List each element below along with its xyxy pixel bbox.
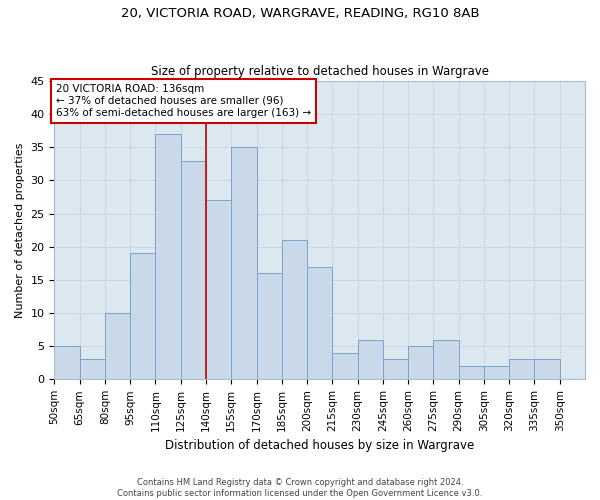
Bar xyxy=(509,360,535,380)
Bar xyxy=(433,340,458,380)
Bar xyxy=(332,353,358,380)
Text: Contains HM Land Registry data © Crown copyright and database right 2024.
Contai: Contains HM Land Registry data © Crown c… xyxy=(118,478,482,498)
Title: Size of property relative to detached houses in Wargrave: Size of property relative to detached ho… xyxy=(151,66,489,78)
Bar xyxy=(55,346,80,380)
Bar xyxy=(105,313,130,380)
Bar xyxy=(458,366,484,380)
Bar xyxy=(206,200,231,380)
Text: 20, VICTORIA ROAD, WARGRAVE, READING, RG10 8AB: 20, VICTORIA ROAD, WARGRAVE, READING, RG… xyxy=(121,8,479,20)
Bar xyxy=(231,148,257,380)
Bar xyxy=(181,160,206,380)
Bar xyxy=(535,360,560,380)
Bar xyxy=(80,360,105,380)
X-axis label: Distribution of detached houses by size in Wargrave: Distribution of detached houses by size … xyxy=(165,440,475,452)
Bar xyxy=(383,360,408,380)
Bar xyxy=(155,134,181,380)
Bar xyxy=(408,346,433,380)
Bar xyxy=(358,340,383,380)
Bar xyxy=(282,240,307,380)
Text: 20 VICTORIA ROAD: 136sqm
← 37% of detached houses are smaller (96)
63% of semi-d: 20 VICTORIA ROAD: 136sqm ← 37% of detach… xyxy=(56,84,311,117)
Bar xyxy=(257,274,282,380)
Bar xyxy=(307,266,332,380)
Y-axis label: Number of detached properties: Number of detached properties xyxy=(15,142,25,318)
Bar xyxy=(484,366,509,380)
Bar xyxy=(130,254,155,380)
